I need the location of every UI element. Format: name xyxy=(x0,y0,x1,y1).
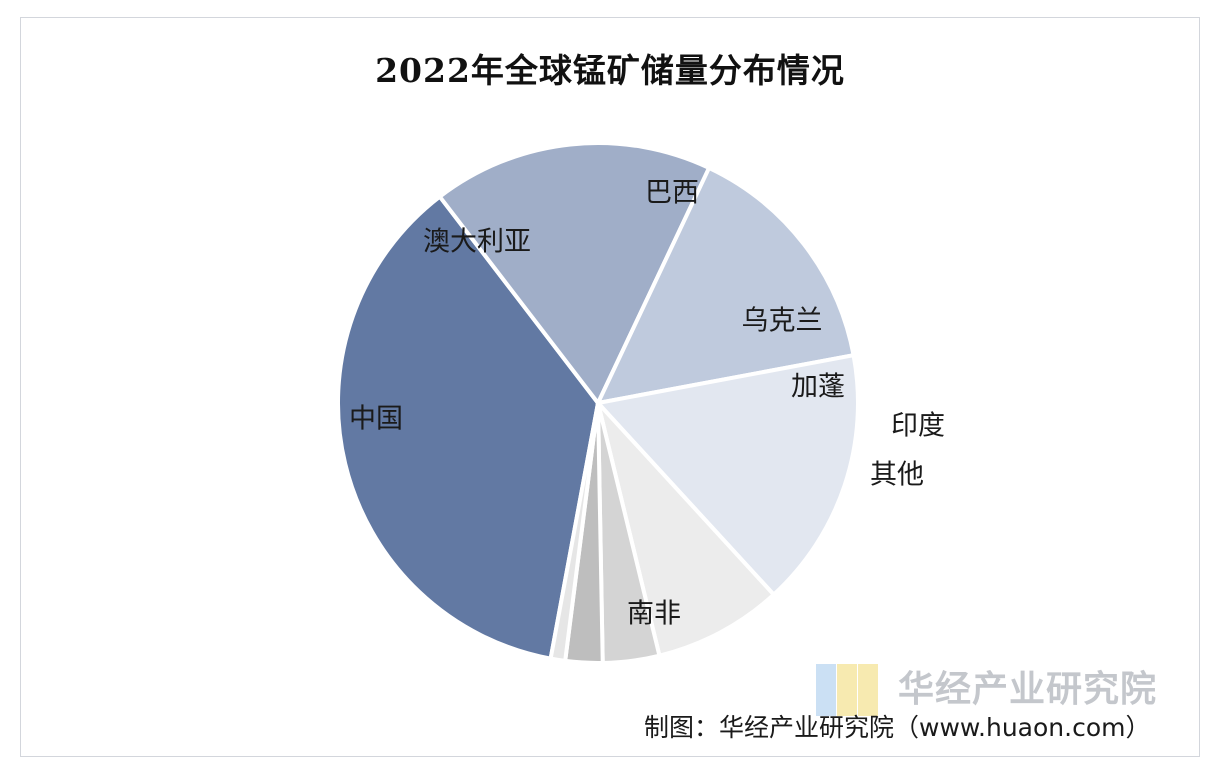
pie-slice-china xyxy=(437,141,712,405)
watermark-logo-bar xyxy=(837,664,857,716)
pie-slice-ukraine xyxy=(596,401,776,658)
slice-label-india: 印度 xyxy=(891,411,945,442)
slice-label-australia: 澳大利亚 xyxy=(423,227,531,258)
watermark-text: 华经产业研究院 xyxy=(898,669,1158,710)
watermark-logo-bar xyxy=(858,664,878,716)
slice-label-brazil: 巴西 xyxy=(645,178,699,209)
slice-label-other: 其他 xyxy=(870,460,924,491)
watermark-logo-icon xyxy=(816,664,878,716)
pie-slice-other xyxy=(548,401,600,663)
source-note: 制图：华经产业研究院（www.huaon.com） xyxy=(644,713,1151,742)
pie-slice-brazil xyxy=(596,353,860,597)
slice-label-china: 中国 xyxy=(349,404,403,435)
slice-label-gabon: 加蓬 xyxy=(791,372,845,403)
watermark: 华经产业研究院 xyxy=(816,660,1186,720)
slice-label-south-africa: 南非 xyxy=(627,599,681,630)
pie-slice-australia xyxy=(596,165,856,405)
slice-label-ukraine: 乌克兰 xyxy=(742,306,823,337)
pie-slice-south-africa xyxy=(335,194,600,661)
watermark-logo-bar xyxy=(816,664,836,716)
chart-title: 2022年全球锰矿储量分布情况 xyxy=(375,51,845,90)
